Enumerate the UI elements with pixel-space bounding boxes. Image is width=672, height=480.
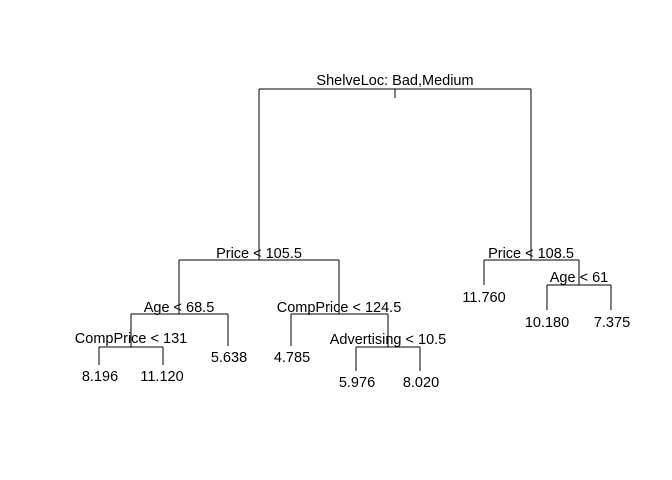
leaf-labels: 8.196 11.120 5.638 4.785 5.976 8.020 11.… — [82, 290, 630, 391]
split-label-comp-mid: CompPrice < 124.5 — [277, 300, 402, 316]
leaf-value-5: 5.976 — [339, 375, 375, 391]
leaf-value-6: 8.020 — [403, 375, 439, 391]
tree-edges — [98, 88, 612, 371]
split-label-price-right: Price < 108.5 — [488, 246, 574, 262]
leaf-value-1: 8.196 — [82, 369, 118, 385]
leaf-value-4: 4.785 — [274, 350, 310, 366]
split-label-age-right: Age < 61 — [550, 270, 608, 286]
split-label-advertising: Advertising < 10.5 — [330, 332, 446, 348]
leaf-value-8: 10.180 — [525, 315, 569, 331]
split-label-root: ShelveLoc: Bad,Medium — [316, 73, 473, 89]
leaf-value-7: 11.760 — [462, 290, 505, 306]
split-label-price-left: Price < 105.5 — [216, 246, 302, 262]
split-label-comp-low: CompPrice < 131 — [75, 331, 187, 347]
leaf-value-3: 5.638 — [211, 350, 247, 366]
split-labels: ShelveLoc: Bad,Medium Price < 105.5 Pric… — [75, 73, 608, 348]
leaf-value-9: 7.375 — [594, 315, 630, 331]
leaf-value-2: 11.120 — [140, 369, 183, 385]
split-label-age-left: Age < 68.5 — [144, 300, 215, 316]
